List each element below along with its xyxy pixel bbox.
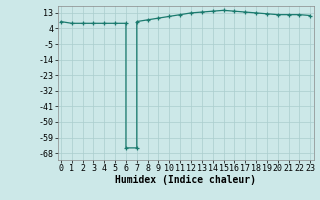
X-axis label: Humidex (Indice chaleur): Humidex (Indice chaleur) — [115, 175, 256, 185]
